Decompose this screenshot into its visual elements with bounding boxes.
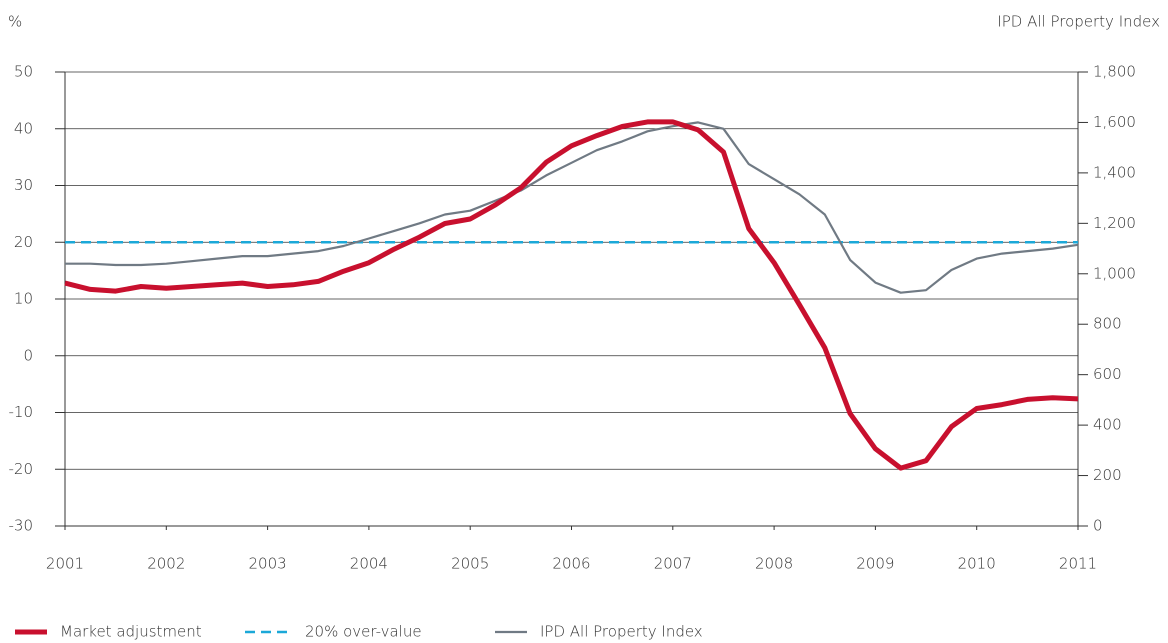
y-tick-label: 50	[14, 63, 33, 81]
y2-axis-label: IPD All Property Index	[997, 13, 1160, 31]
x-tick-label: 2011	[1059, 555, 1097, 573]
y2-tick-label: 800	[1093, 315, 1122, 333]
y-tick-label: -10	[9, 403, 34, 421]
legend-label: Market adjustment	[60, 623, 202, 641]
y-tick-label: 10	[14, 290, 33, 308]
x-tick-label: 2010	[958, 555, 996, 573]
y-axis-label: %	[8, 13, 22, 31]
y-tick-label: 0	[23, 346, 33, 364]
y-tick-label: 30	[14, 176, 33, 194]
legend-label: IPD All Property Index	[540, 623, 703, 641]
y2-tick-label: 400	[1093, 416, 1122, 434]
y2-tick-label: 200	[1093, 466, 1122, 484]
y-tick-label: 20	[14, 233, 33, 251]
x-tick-label: 2009	[856, 555, 894, 573]
x-tick-label: 2004	[350, 555, 388, 573]
y2-tick-label: 1,800	[1093, 63, 1136, 81]
y2-tick-label: 1,200	[1093, 214, 1136, 232]
x-tick-label: 2002	[147, 555, 185, 573]
x-tick-label: 2003	[249, 555, 287, 573]
series-line	[65, 121, 1079, 294]
x-tick-label: 2008	[755, 555, 793, 573]
x-tick-label: 2005	[451, 555, 489, 573]
y2-tick-label: 1,600	[1093, 113, 1136, 131]
y2-tick-label: 600	[1093, 365, 1122, 383]
y2-tick-label: 1,400	[1093, 163, 1136, 181]
x-tick-label: 2007	[654, 555, 692, 573]
series-line	[64, 119, 1079, 471]
y-tick-label: -20	[9, 460, 34, 478]
x-tick-label: 2006	[552, 555, 590, 573]
y2-tick-label: 0	[1093, 517, 1103, 535]
x-tick-label: 2001	[46, 555, 84, 573]
y2-tick-label: 1,000	[1093, 264, 1136, 282]
y-tick-label: -30	[9, 517, 34, 535]
y-tick-label: 40	[14, 119, 33, 137]
legend-label: 20% over-value	[305, 623, 422, 641]
